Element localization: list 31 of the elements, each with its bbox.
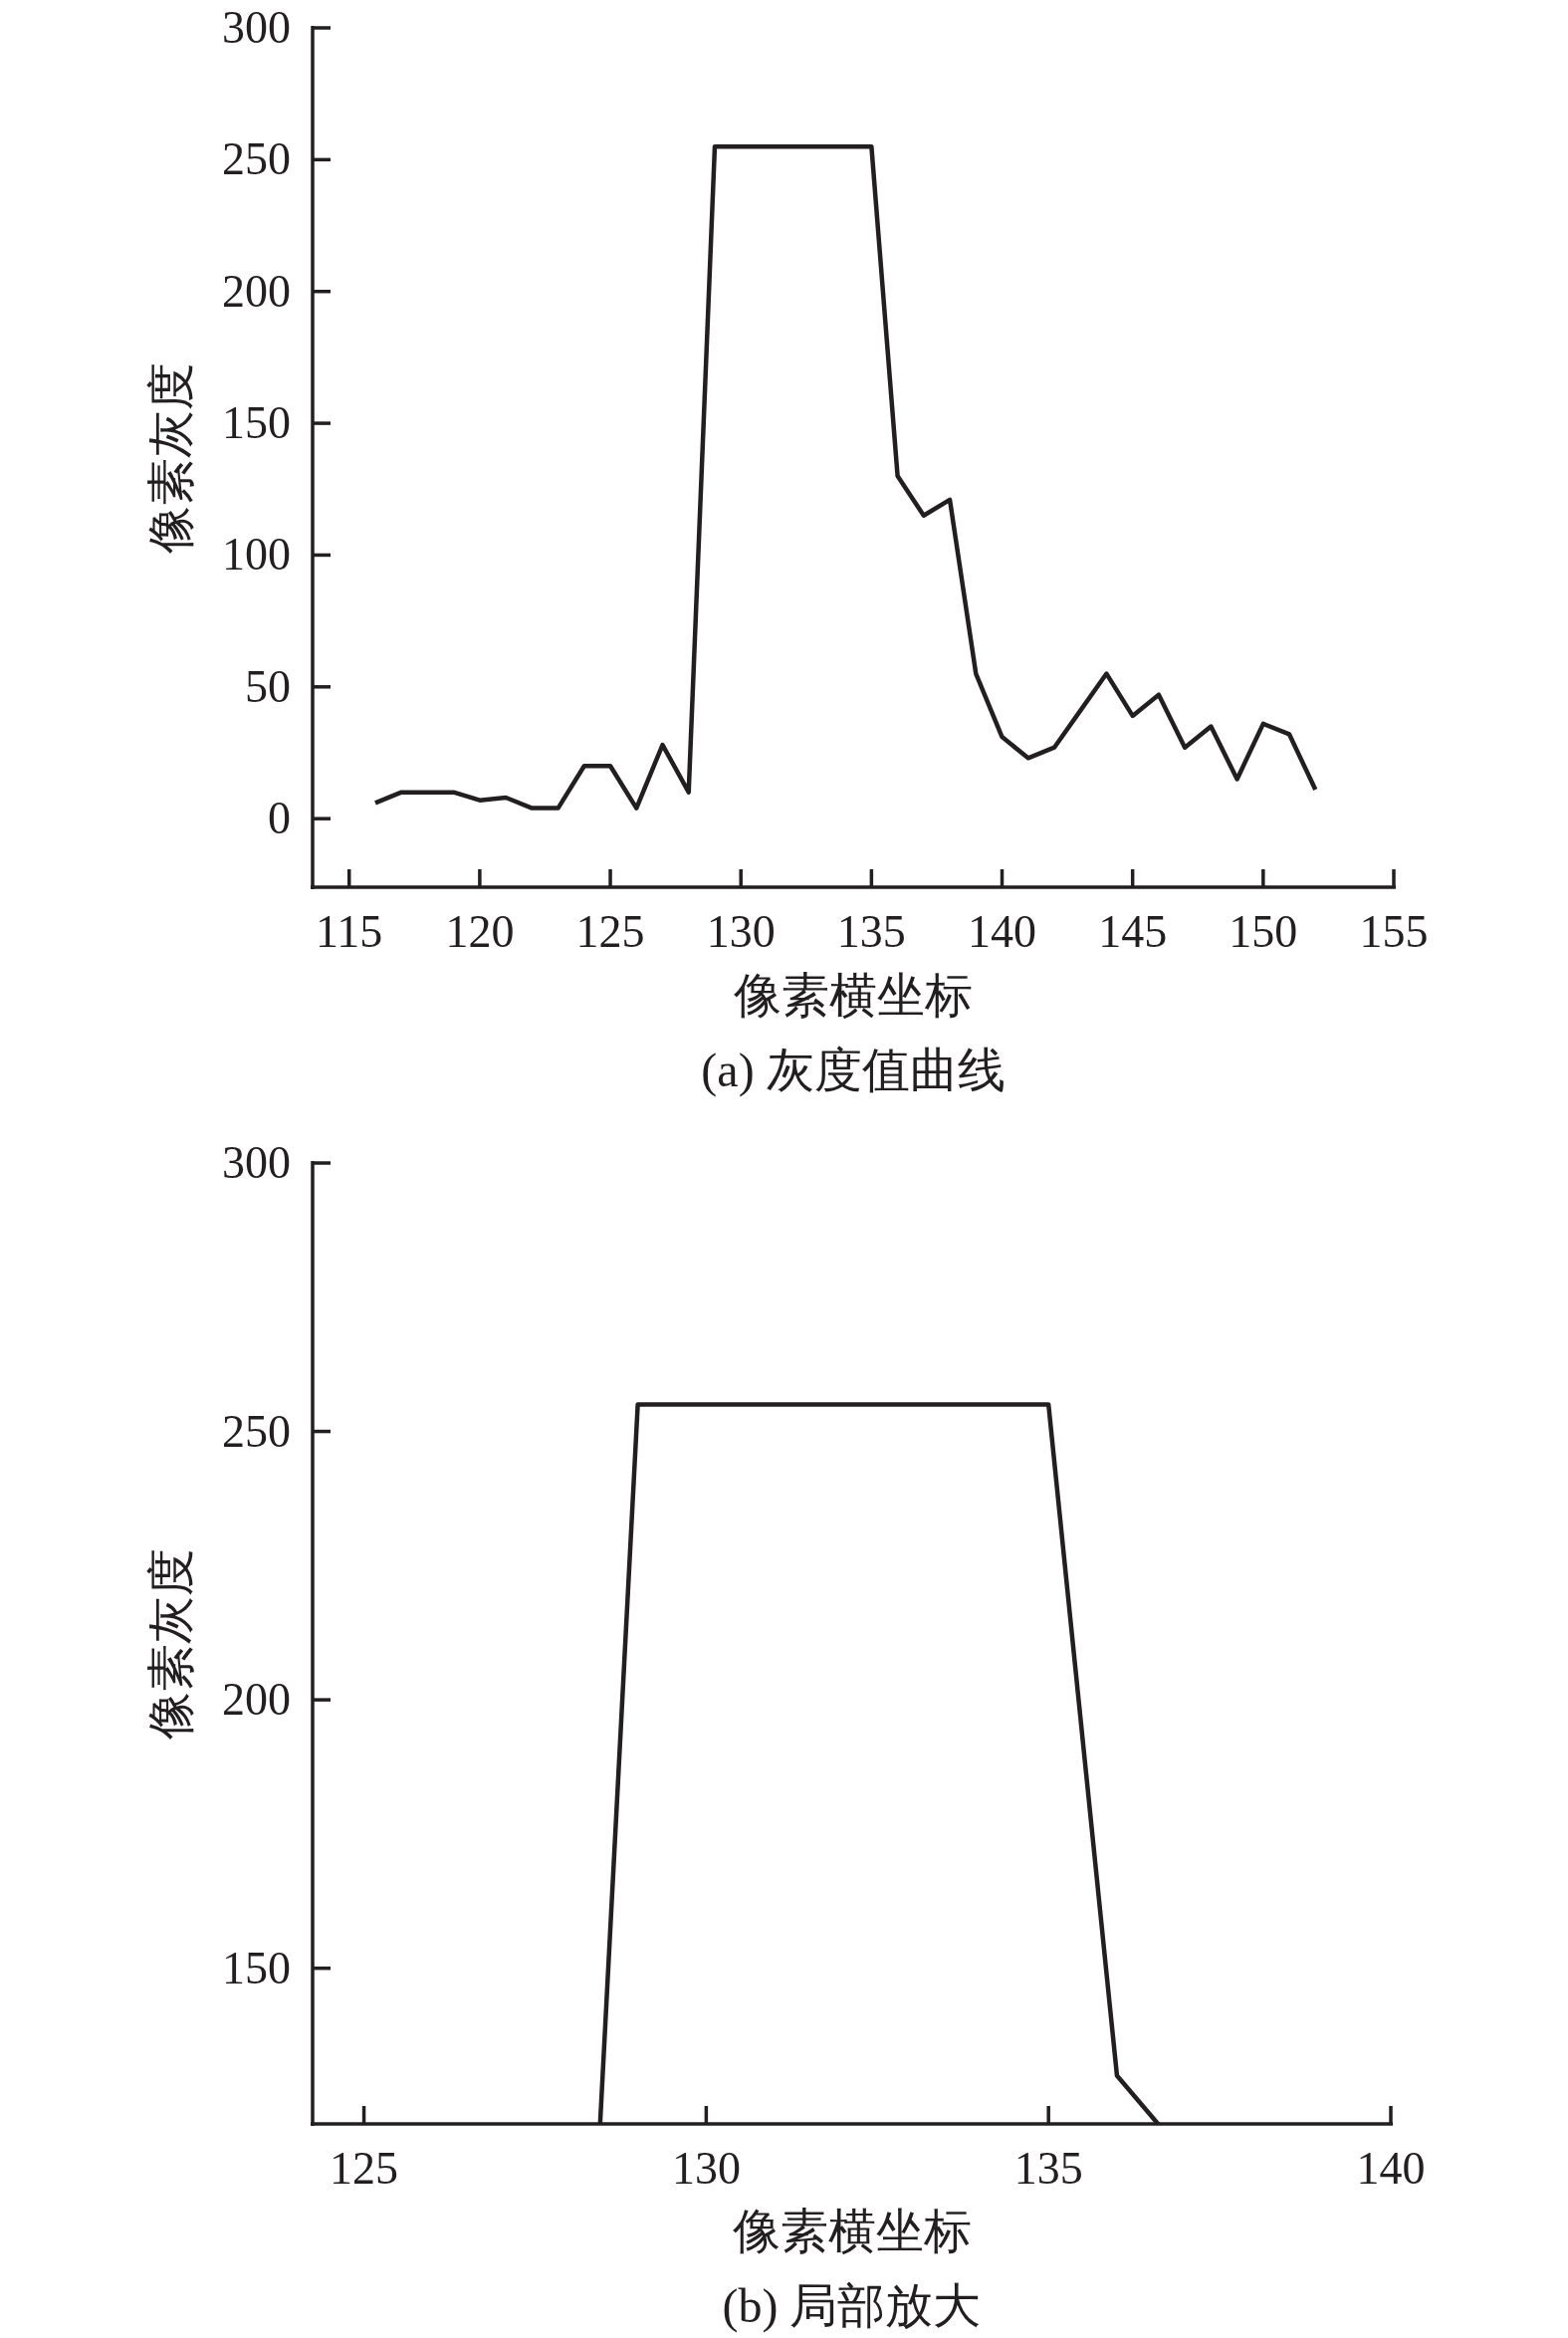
x-tick-label: 135 [836,906,906,957]
y-tick-label: 0 [268,793,291,844]
y-tick-label: 250 [222,133,291,185]
y-tick-label: 150 [222,1942,291,1993]
x-tick-label: 135 [1013,2143,1083,2194]
y-tick-label: 200 [222,1674,291,1726]
y-tick-label: 200 [222,265,291,317]
y-tick-label: 50 [245,660,291,712]
y-axis-title: 像素灰度 [144,1547,197,1740]
x-tick-label: 125 [330,2143,399,2194]
y-tick-label: 250 [222,1405,291,1457]
x-tick-label: 145 [1098,906,1168,957]
x-tick-label: 115 [316,906,383,957]
text: (a) 灰度值曲线 [701,1044,1006,1097]
x-axis-title: 像素横坐标 [732,2205,972,2257]
x-tick-label: 125 [575,906,645,957]
x-tick-label: 120 [445,906,515,957]
x-axis-title: 像素横坐标 [734,969,973,1022]
x-tick-label: 130 [706,906,776,957]
y-tick-label: 100 [222,529,291,581]
x-tick-label: 140 [968,906,1037,957]
y-tick-label: 300 [222,1137,291,1188]
line-series [372,143,1318,811]
y-tick-label: 150 [222,397,291,449]
y-tick-label: 300 [222,2,291,53]
x-tick-label: 140 [1356,2143,1426,2194]
x-tick-label: 150 [1229,906,1298,957]
x-tick-label: 130 [671,2143,741,2194]
text: (b) 局部放大 [722,2279,982,2333]
x-tick-label: 155 [1359,906,1429,957]
y-axis-title: 像素灰度 [144,361,197,554]
